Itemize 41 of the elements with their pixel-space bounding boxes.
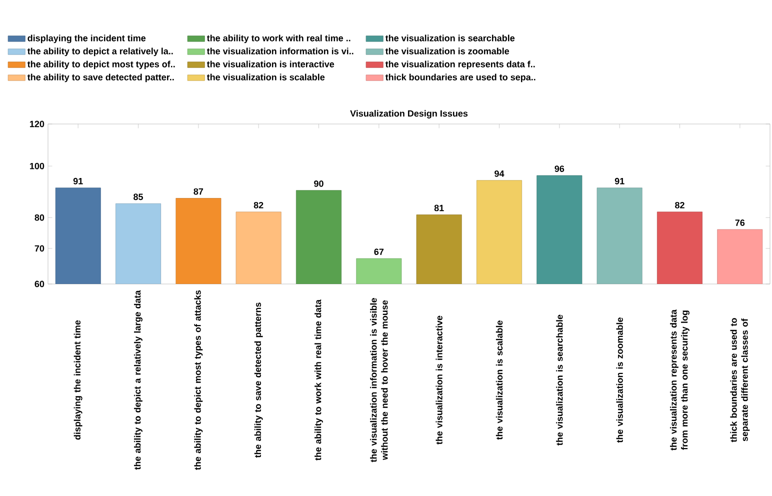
legend-label: the ability to depict a relatively la.. bbox=[27, 48, 173, 56]
data-label: 96 bbox=[554, 166, 564, 172]
data-label: 91 bbox=[73, 178, 83, 184]
y-tick-label: 80 bbox=[34, 214, 44, 221]
data-label: 82 bbox=[254, 202, 264, 208]
legend-label: the visualization is interactive bbox=[206, 60, 334, 68]
x-tick-label: the ability to save detected patterns bbox=[254, 302, 263, 458]
x-tick-label: the ability to depict most types of attacks bbox=[194, 290, 203, 470]
x-tick-label: thick boundaries are used to separate different classes of bbox=[730, 318, 750, 442]
data-label: 90 bbox=[314, 180, 324, 187]
legend-label: the visualization is zoomable bbox=[385, 48, 510, 54]
data-label: 67 bbox=[374, 248, 384, 255]
legend-label: the visualization is scalable bbox=[206, 74, 325, 80]
y-tick-label: 60 bbox=[34, 280, 44, 288]
data-label: 76 bbox=[735, 220, 745, 226]
x-tick-label: the visualization represents data from more than one security log bbox=[670, 309, 690, 450]
data-label: 85 bbox=[134, 194, 143, 200]
data-label: 94 bbox=[494, 170, 504, 177]
legend-label: thick boundaries are used to sepa.. bbox=[385, 74, 536, 82]
x-tick-label: the visualization is scalable bbox=[496, 320, 503, 440]
data-label: 81 bbox=[434, 204, 444, 212]
x-tick-label: the visualization is zoomable bbox=[616, 318, 623, 443]
x-tick-label: the visualization is interactive bbox=[436, 316, 442, 444]
x-tick-label: the visualization is searchable bbox=[556, 314, 563, 446]
legend-label: the visualization is searchable bbox=[385, 34, 515, 42]
x-tick-label: the ability to depict a relatively large data bbox=[134, 290, 142, 470]
chart-title: Visualization Design Issues bbox=[350, 110, 468, 118]
legend-label: displaying the incident time bbox=[28, 34, 146, 44]
legend-label: the ability to save detected patter.. bbox=[27, 74, 174, 82]
y-tick-label: 100 bbox=[30, 162, 44, 170]
y-tick-label: 120 bbox=[30, 120, 44, 128]
legend-label: the visualization information is vi.. bbox=[206, 48, 354, 54]
y-tick-label: 70 bbox=[34, 245, 44, 252]
data-label: 82 bbox=[675, 202, 684, 208]
x-tick-label: displaying the incident time bbox=[74, 320, 82, 440]
data-label: 87 bbox=[194, 188, 204, 195]
legend-label: the ability to depict most types of.. bbox=[27, 60, 175, 70]
x-tick-label: the ability to work with real time data bbox=[314, 299, 323, 460]
legend-label: the visualization represents data f.. bbox=[385, 60, 535, 70]
legend-label: the ability to work with real time .. bbox=[206, 34, 350, 44]
data-label: 91 bbox=[614, 178, 624, 184]
